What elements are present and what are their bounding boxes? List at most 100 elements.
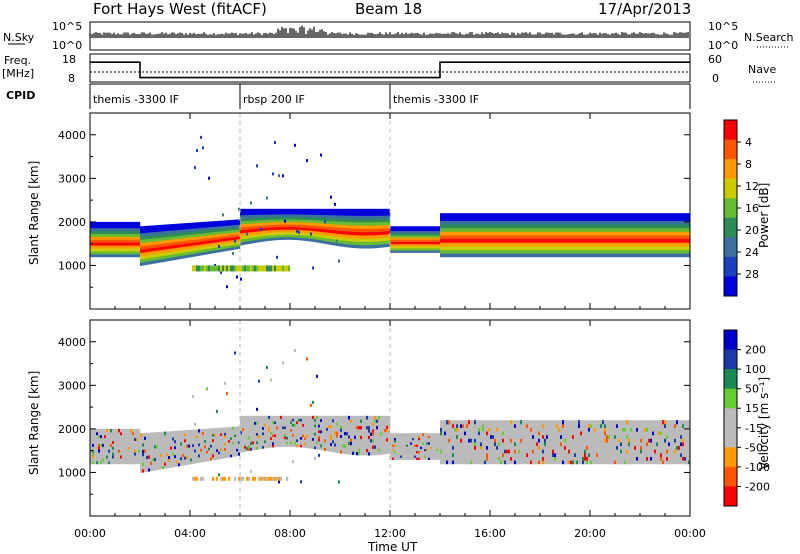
echo-cell [298,221,301,225]
echo-cell [628,253,631,258]
echo-cell [186,231,189,236]
echo-cell [514,249,517,254]
echo-cell [154,447,157,452]
echo-cell [426,230,429,234]
echo-cell [308,208,311,212]
echo-cell [542,253,545,258]
echo-cell [518,242,521,247]
echo-cell [354,234,357,239]
echo-cell [282,221,285,225]
echo-cell [110,245,113,249]
echo-cell [112,434,115,439]
echo-cell [628,242,631,247]
echo-cell [374,244,377,249]
echo-cell [226,240,229,244]
echo-cell [252,225,255,230]
echo-cell [218,233,221,237]
echo-speck [272,172,274,176]
echo-cell [532,238,535,243]
echo-cell [404,228,407,232]
echo-cell [154,438,157,443]
echo-cell [286,234,289,238]
echo-cell [340,208,343,213]
echo-cell [504,224,507,229]
echo-cell [492,242,495,247]
echo-cell [560,213,563,218]
echo-cell [576,224,579,229]
echo-cell [592,253,595,258]
echo-cell [92,443,95,447]
echo-cell [268,214,271,218]
echo-cell [214,228,217,233]
echo-cell [184,252,187,256]
echo-cell [156,463,159,468]
echo-cell [418,239,421,242]
echo-cell [634,227,637,232]
echo-cell [188,251,191,255]
echo-cell [676,249,679,254]
echo-cell [128,236,131,240]
echo-cell [516,224,519,229]
echo-cell [500,227,503,232]
echo-cell [608,253,611,258]
echo-cell [236,428,239,432]
echo-cell [384,230,387,235]
echo-cell [514,224,517,229]
echo-cell [198,445,201,450]
echo-cell [576,245,579,250]
echo-cell [228,232,231,236]
echo-cell [492,227,495,232]
echo-cell [598,253,601,258]
echo-cell [304,214,307,218]
echo-cell [424,248,427,251]
echo-cell [614,213,617,218]
echo-cell [684,253,687,258]
echo-cell [498,234,501,240]
echo-cell [656,224,659,229]
echo-cell [296,224,299,228]
echo-cell [302,227,305,231]
echo-cell [346,211,349,216]
echo-cell [148,458,151,462]
echo-cell [160,438,163,442]
echo-cell [454,224,457,229]
echo-cell [194,454,197,458]
echo-cell [114,230,117,235]
echo-cell [262,225,265,229]
echo-cell [394,234,397,238]
echo-band [192,265,195,272]
echo-cell [580,245,583,250]
echo-cell [520,245,523,250]
echo-cell [600,224,603,229]
echo-cell [118,437,121,442]
echo-cell [274,237,277,241]
echo-cell [534,253,537,258]
echo-cell [126,230,129,235]
echo-cell [214,456,217,461]
echo-cell [230,227,233,231]
echo-cell [190,234,193,238]
echo-cell [350,231,353,235]
echo-cell [272,229,275,233]
echo-cell [210,247,213,252]
echo-cell [568,231,571,236]
echo-cell [116,437,119,442]
echo-cell [98,242,101,246]
echo-cell [402,230,405,234]
echo-cell [594,220,597,225]
echo-cell [456,227,459,232]
echo-cell [472,253,475,258]
echo-cell [216,236,219,240]
echo-cell [156,457,159,461]
echo-cell [404,250,407,253]
echo-cell [616,227,619,232]
echo-cell [456,234,459,240]
echo-cell [518,234,521,240]
echo-cell [238,443,241,447]
echo-cell [318,236,321,241]
echo-cell [584,238,587,243]
echo-cell [128,440,131,444]
echo-cell [588,245,591,250]
echo-cell [332,217,335,222]
echo-cell [254,239,257,243]
